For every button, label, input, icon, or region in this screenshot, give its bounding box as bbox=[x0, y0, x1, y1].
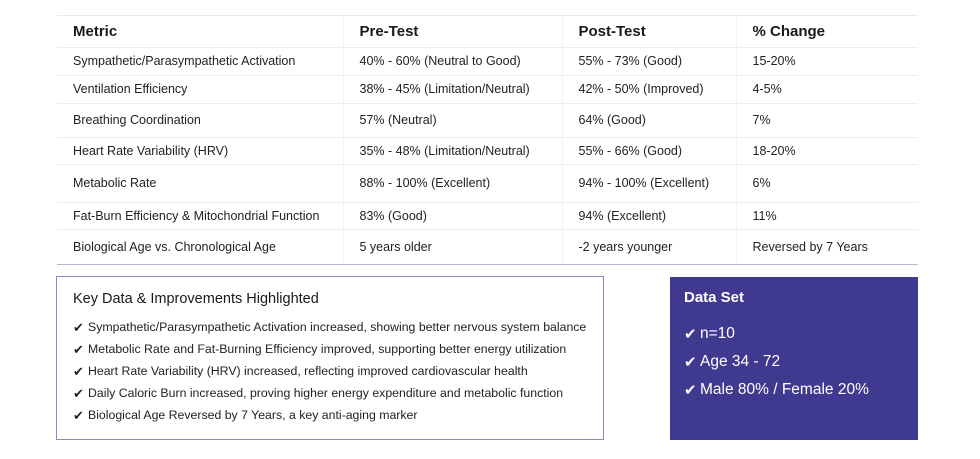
post-test-cell: 55% - 66% (Good) bbox=[561, 136, 736, 164]
checkmark-icon: ✔ bbox=[73, 342, 84, 357]
metric-cell: Biological Age vs. Chronological Age bbox=[57, 228, 343, 264]
checkmark-icon: ✔ bbox=[684, 354, 697, 371]
checkmark-icon: ✔ bbox=[73, 320, 84, 335]
table-row: Ventilation Efficiency 38% - 45% (Limita… bbox=[57, 74, 918, 103]
table-row: Fat-Burn Efficiency & Mitochondrial Func… bbox=[57, 201, 918, 229]
table-row: Sympathetic/Parasympathetic Activation 4… bbox=[57, 46, 918, 75]
checkmark-icon: ✔ bbox=[684, 326, 697, 343]
post-test-cell: 94% - 100% (Excellent) bbox=[561, 163, 736, 202]
pre-test-cell: 88% - 100% (Excellent) bbox=[342, 163, 562, 202]
highlight-text: Biological Age Reversed by 7 Years, a ke… bbox=[88, 408, 418, 422]
highlights-list: ✔ Sympathetic/Parasympathetic Activation … bbox=[73, 320, 587, 430]
highlights-title: Key Data & Improvements Highlighted bbox=[73, 291, 319, 307]
results-table: Metric Pre-Test Post-Test % Change Sympa… bbox=[57, 15, 918, 265]
metric-cell: Breathing Coordination bbox=[57, 102, 343, 137]
metric-cell: Metabolic Rate bbox=[57, 163, 343, 202]
header-metric: Metric bbox=[73, 22, 118, 40]
table-row: Heart Rate Variability (HRV) 35% - 48% (… bbox=[57, 136, 918, 164]
table-header-row: Metric Pre-Test Post-Test % Change bbox=[57, 16, 918, 47]
metric-cell: Heart Rate Variability (HRV) bbox=[57, 136, 343, 164]
change-cell: Reversed by 7 Years bbox=[735, 228, 918, 264]
checkmark-icon: ✔ bbox=[73, 386, 84, 401]
key-highlights-box: Key Data & Improvements Highlighted ✔ Sym… bbox=[56, 276, 604, 440]
pre-test-cell: 57% (Neutral) bbox=[342, 102, 562, 137]
data-set-text: n=10 bbox=[700, 325, 735, 342]
list-item: ✔ Age 34 - 72 bbox=[684, 348, 904, 376]
header-percent-change: % Change bbox=[735, 16, 918, 47]
checkmark-icon: ✔ bbox=[73, 364, 84, 379]
data-set-list: ✔ n=10 ✔ Age 34 - 72 ✔ Male 80% / Female 20… bbox=[684, 320, 904, 404]
post-test-cell: -2 years younger bbox=[561, 228, 736, 264]
change-cell: 15-20% bbox=[735, 46, 918, 75]
list-item: ✔ Biological Age Reversed by 7 Years, a k… bbox=[73, 408, 587, 430]
checkmark-icon: ✔ bbox=[73, 408, 84, 423]
metric-cell: Sympathetic/Parasympathetic Activation bbox=[57, 46, 343, 75]
highlight-text: Heart Rate Variability (HRV) increased, … bbox=[88, 364, 528, 378]
header-post-test: Post-Test bbox=[561, 16, 736, 47]
data-set-title: Data Set bbox=[684, 289, 745, 306]
list-item: ✔ n=10 bbox=[684, 320, 904, 348]
list-item: ✔ Sympathetic/Parasympathetic Activation … bbox=[73, 320, 587, 342]
pre-test-cell: 35% - 48% (Limitation/Neutral) bbox=[342, 136, 562, 164]
table-row: Metabolic Rate 88% - 100% (Excellent) 94… bbox=[57, 163, 918, 202]
highlight-text: Sympathetic/Parasympathetic Activation i… bbox=[88, 320, 587, 334]
metric-cell: Ventilation Efficiency bbox=[57, 74, 343, 103]
list-item: ✔ Metabolic Rate and Fat-Burning Efficien… bbox=[73, 342, 587, 364]
post-test-cell: 42% - 50% (Improved) bbox=[561, 74, 736, 103]
change-cell: 7% bbox=[735, 102, 918, 137]
data-set-text: Age 34 - 72 bbox=[700, 353, 781, 370]
pre-test-cell: 5 years older bbox=[342, 228, 562, 264]
header-pre-test: Pre-Test bbox=[342, 16, 562, 47]
change-cell: 11% bbox=[735, 201, 918, 229]
change-cell: 6% bbox=[735, 163, 918, 202]
post-test-cell: 64% (Good) bbox=[561, 102, 736, 137]
data-set-box: Data Set ✔ n=10 ✔ Age 34 - 72 ✔ Male 80% / … bbox=[670, 277, 918, 440]
post-test-cell: 94% (Excellent) bbox=[561, 201, 736, 229]
list-item: ✔ Heart Rate Variability (HRV) increased,… bbox=[73, 364, 587, 386]
change-cell: 18-20% bbox=[735, 136, 918, 164]
metric-cell: Fat-Burn Efficiency & Mitochondrial Func… bbox=[57, 201, 343, 229]
highlight-text: Metabolic Rate and Fat-Burning Efficienc… bbox=[88, 342, 567, 356]
checkmark-icon: ✔ bbox=[684, 382, 697, 399]
pre-test-cell: 38% - 45% (Limitation/Neutral) bbox=[342, 74, 562, 103]
list-item: ✔ Male 80% / Female 20% bbox=[684, 376, 904, 404]
pre-test-cell: 83% (Good) bbox=[342, 201, 562, 229]
post-test-cell: 55% - 73% (Good) bbox=[561, 46, 736, 75]
data-set-text: Male 80% / Female 20% bbox=[700, 381, 869, 398]
highlight-text: Daily Caloric Burn increased, proving hi… bbox=[88, 386, 564, 400]
table-row: Breathing Coordination 57% (Neutral) 64%… bbox=[57, 102, 918, 137]
list-item: ✔ Daily Caloric Burn increased, proving h… bbox=[73, 386, 587, 408]
table-row: Biological Age vs. Chronological Age 5 y… bbox=[57, 228, 918, 264]
pre-test-cell: 40% - 60% (Neutral to Good) bbox=[342, 46, 562, 75]
change-cell: 4-5% bbox=[735, 74, 918, 103]
